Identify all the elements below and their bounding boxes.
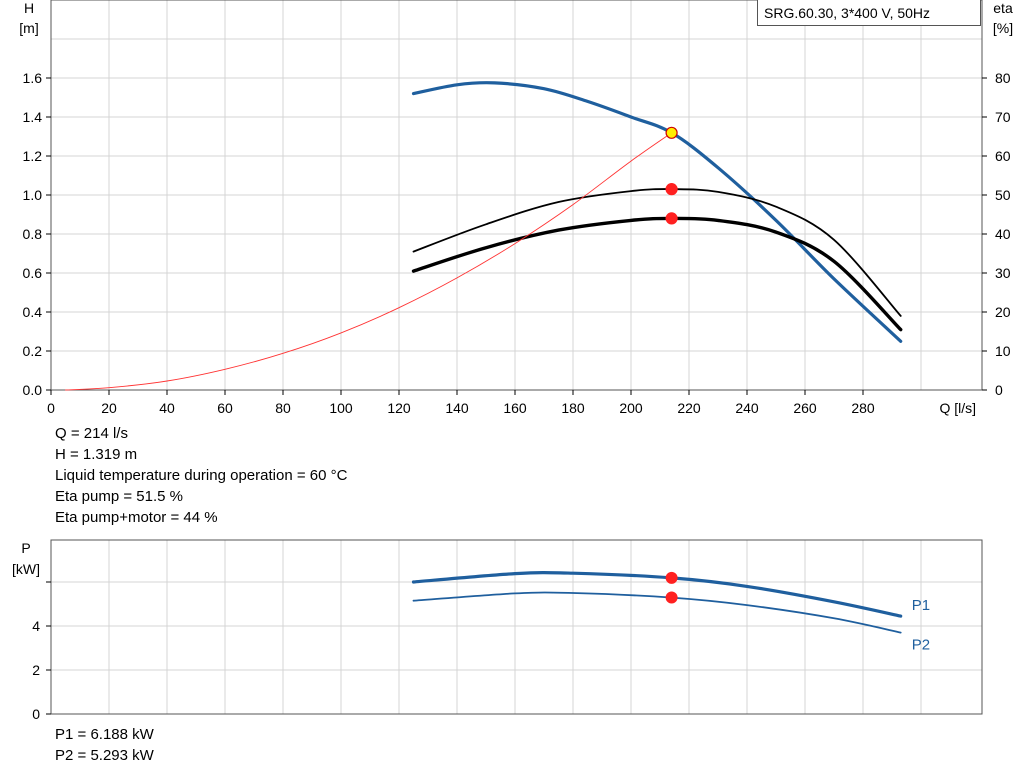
y-right-axis-title: eta (993, 0, 1013, 16)
y-left-axis-unit: [m] (19, 20, 38, 36)
y-left-tick-label: 0.0 (23, 382, 43, 398)
x-tick-label: 260 (793, 400, 817, 416)
x-tick-label: 120 (387, 400, 411, 416)
y-left-tick-label: 0.2 (23, 343, 43, 359)
x-tick-label: 160 (503, 400, 527, 416)
duty-point-marker (665, 212, 678, 225)
head-curve (411, 81, 903, 343)
p1-curve-label: P1 (912, 597, 930, 614)
y-right-tick-label: 50 (995, 187, 1011, 203)
y-left-tick-label: 1.2 (23, 148, 43, 164)
y-right-tick-label: 80 (995, 70, 1011, 86)
info-eta-pump-motor: Eta pump+motor = 44 % (55, 509, 218, 526)
eta-pump-curve (412, 188, 902, 317)
x-tick-label: 280 (851, 400, 875, 416)
duty-point-marker (665, 126, 678, 139)
y-right-tick-label: 30 (995, 265, 1011, 281)
info-p2: P2 = 5.293 kW (55, 747, 154, 764)
y-left-tick-label: 0.4 (23, 304, 43, 320)
system-curve (65, 132, 673, 391)
x-tick-label: 80 (275, 400, 291, 416)
power-duty-point-marker (665, 571, 678, 584)
chart-title-box: SRG.60.30, 3*400 V, 50Hz (757, 0, 981, 26)
power-axis-title: P (21, 540, 30, 556)
x-tick-label: 240 (735, 400, 759, 416)
info-p1: P1 = 6.188 kW (55, 726, 154, 743)
y-right-tick-label: 40 (995, 226, 1011, 242)
operating-point-info: Q = 214 l/s H = 1.319 m Liquid temperatu… (55, 423, 347, 528)
x-tick-label: 40 (159, 400, 175, 416)
power-axis-unit: [kW] (12, 561, 40, 577)
x-tick-label: 140 (445, 400, 469, 416)
duty-point-marker (665, 183, 678, 196)
power-y-tick-label: 0 (32, 706, 40, 722)
y-right-tick-label: 10 (995, 343, 1011, 359)
y-left-axis-title: H (24, 0, 34, 16)
x-axis-title: Q [l/s] (939, 400, 976, 416)
x-tick-label: 0 (47, 400, 55, 416)
p2-curve-label: P2 (912, 637, 930, 654)
x-tick-label: 60 (217, 400, 233, 416)
y-left-tick-label: 1.6 (23, 70, 43, 86)
info-eta-pump: Eta pump = 51.5 % (55, 488, 183, 505)
y-left-tick-label: 1.4 (23, 109, 43, 125)
x-tick-label: 100 (329, 400, 353, 416)
x-tick-label: 180 (561, 400, 585, 416)
x-tick-label: 20 (101, 400, 117, 416)
info-flow: Q = 214 l/s (55, 425, 128, 442)
y-left-tick-label: 0.6 (23, 265, 43, 281)
info-head: H = 1.319 m (55, 446, 138, 463)
power-y-tick-label: 2 (32, 662, 40, 678)
p2-curve (412, 591, 902, 634)
plot-frame-power (50, 539, 983, 715)
y-right-tick-label: 70 (995, 109, 1011, 125)
y-right-tick-label: 0 (995, 382, 1003, 398)
y-right-tick-label: 60 (995, 148, 1011, 164)
y-left-tick-label: 0.8 (23, 226, 43, 242)
power-info: P1 = 6.188 kW P2 = 5.293 kW (55, 724, 154, 766)
y-left-tick-label: 1.0 (23, 187, 43, 203)
info-liquid-temperature: Liquid temperature during operation = 60… (55, 467, 348, 484)
x-tick-label: 220 (677, 400, 701, 416)
power-duty-point-marker (665, 591, 678, 604)
x-tick-label: 200 (619, 400, 643, 416)
y-right-axis-unit: [%] (993, 20, 1013, 36)
y-right-tick-label: 20 (995, 304, 1011, 320)
power-y-tick-label: 4 (32, 618, 40, 634)
